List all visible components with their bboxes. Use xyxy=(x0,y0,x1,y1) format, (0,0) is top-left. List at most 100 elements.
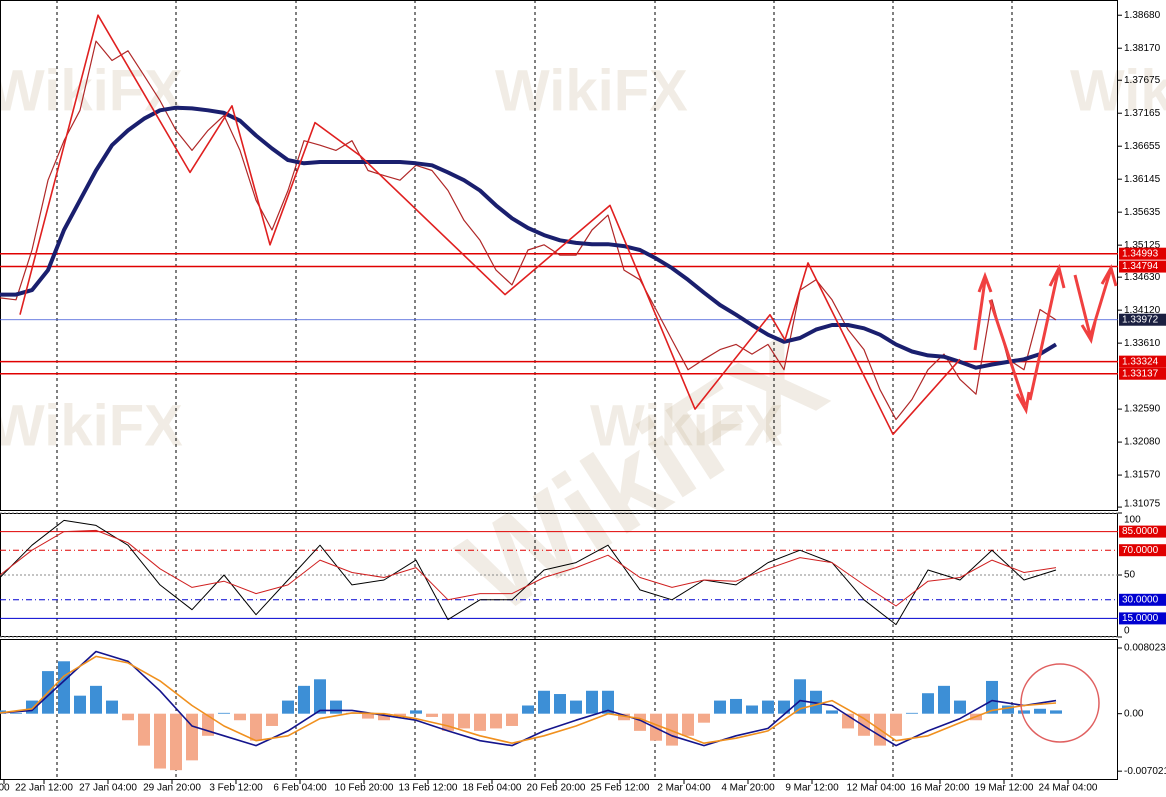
y-tick-label: 0 xyxy=(1124,626,1130,637)
histogram-bar xyxy=(58,661,70,714)
x-tick-label: 24 Mar 04:00 xyxy=(1039,783,1098,794)
watermark: WikiFX xyxy=(590,393,783,458)
y-tick-label: 0.0080237 xyxy=(1124,643,1166,654)
forecast-arrows xyxy=(973,263,1118,415)
series-line xyxy=(0,105,1058,370)
y-tick-label: 1.32080 xyxy=(1124,437,1161,448)
histogram-bar xyxy=(330,700,342,714)
y-tick-label: 1.35125 xyxy=(1124,240,1161,251)
histogram-bar xyxy=(746,705,758,714)
level-label: 85.0000 xyxy=(1122,526,1159,537)
y-tick-label: 1.37165 xyxy=(1124,108,1161,119)
histogram-bar xyxy=(362,713,374,719)
histogram-bar xyxy=(154,713,166,769)
x-tick-label: 12 Mar 04:00 xyxy=(847,783,906,794)
x-tick-label: 18 Feb 04:00 xyxy=(463,783,522,794)
level-label-box xyxy=(1119,260,1166,273)
histogram-bar xyxy=(410,710,422,714)
histogram-bar xyxy=(698,713,710,723)
histogram-bar xyxy=(666,713,678,746)
histogram-bar xyxy=(858,713,870,736)
y-tick-label: 1.35635 xyxy=(1124,207,1161,218)
histogram-bar xyxy=(250,713,262,741)
x-tick-label: 29 Jan 20:00 xyxy=(143,783,201,794)
histogram-bar xyxy=(1050,710,1062,714)
y-tick-label: 1.33610 xyxy=(1124,338,1161,349)
histogram-bar xyxy=(714,700,726,714)
y-tick-label: 50 xyxy=(1124,570,1136,581)
histogram-bar xyxy=(890,713,902,736)
histogram-bar xyxy=(282,700,294,714)
period-separators xyxy=(56,0,1013,780)
x-tick-label: 20 Feb 20:00 xyxy=(527,783,586,794)
x-tick-label: 13 Feb 12:00 xyxy=(399,783,458,794)
x-tick-label: 22 Jan 12:00 xyxy=(15,783,73,794)
histogram-bar xyxy=(90,685,102,714)
histogram-bar xyxy=(234,713,246,721)
histogram-bar xyxy=(186,713,198,761)
arrow xyxy=(973,271,993,351)
histogram-bar xyxy=(826,710,838,714)
level-label-box xyxy=(1119,544,1166,557)
histogram-bar xyxy=(298,685,310,714)
histogram-bar xyxy=(522,705,534,714)
panel-border xyxy=(0,639,1118,780)
x-tick-label: 25 Feb 12:00 xyxy=(591,783,650,794)
level-label-box xyxy=(1119,593,1166,606)
series-line xyxy=(0,529,1057,607)
histogram-bar xyxy=(378,713,390,721)
highlight-circle xyxy=(1020,663,1100,743)
level-label: 1.33324 xyxy=(1122,356,1159,367)
y-tick-label: 1.32590 xyxy=(1124,404,1161,415)
x-tick-label: 00 xyxy=(0,783,10,794)
histogram-bar xyxy=(458,713,470,729)
marks: 1.38680 1.38170 1.37675 1.37165 1.36655 1.361… xyxy=(0,10,1166,794)
arrow xyxy=(988,299,1031,415)
y-tick-label: 1.34630 xyxy=(1124,272,1161,283)
histogram-bar xyxy=(106,700,118,714)
histogram-bar xyxy=(1002,705,1014,714)
x-tick-label: 16 Mar 20:00 xyxy=(911,783,970,794)
y-tick-label: 1.36655 xyxy=(1124,141,1161,152)
histogram-bar xyxy=(570,700,582,714)
level-label: 70.0000 xyxy=(1122,545,1159,556)
y-tick-label: 1.38680 xyxy=(1124,10,1161,21)
level-label-box xyxy=(1119,367,1166,380)
series-line xyxy=(0,519,1057,626)
arrow xyxy=(1088,264,1118,339)
histogram-bar xyxy=(1034,708,1046,714)
histogram-bar xyxy=(906,712,918,714)
current-price-box xyxy=(1119,313,1166,326)
level-label: 15.0000 xyxy=(1122,613,1159,624)
x-tick-label: 19 Mar 12:00 xyxy=(975,783,1034,794)
level-label-box xyxy=(1119,355,1166,368)
histogram-bar xyxy=(586,690,598,714)
series-line xyxy=(0,650,1057,747)
histogram-bar xyxy=(122,713,134,721)
histogram-bar xyxy=(10,712,22,714)
x-tick-label: 6 Feb 04:00 xyxy=(273,783,327,794)
x-tick-label: 2 Mar 04:00 xyxy=(657,783,711,794)
histogram-bar xyxy=(778,700,790,714)
y-tick-label: 1.34120 xyxy=(1124,305,1161,316)
histogram-bar xyxy=(506,713,518,726)
series-line xyxy=(0,40,1057,421)
level-label-box xyxy=(1119,612,1166,625)
level-label: 30.0000 xyxy=(1122,594,1159,605)
histogram-bar xyxy=(442,713,454,731)
y-tick-label: 1.31075 xyxy=(1124,499,1161,510)
x-tick-label: 10 Feb 20:00 xyxy=(335,783,394,794)
series-line xyxy=(19,14,961,436)
histogram-bar xyxy=(682,713,694,736)
y-tick-label: 1.31570 xyxy=(1124,470,1161,481)
histogram-bar xyxy=(474,713,486,731)
histogram-bar xyxy=(1018,710,1030,714)
y-tick-label: 1.36145 xyxy=(1124,174,1161,185)
histogram-bar xyxy=(986,680,998,714)
level-label-box xyxy=(1119,247,1166,260)
y-tick-label: 1.37675 xyxy=(1124,75,1161,86)
histogram-bar xyxy=(490,713,502,729)
y-tick-label: 0.00 xyxy=(1124,708,1144,719)
